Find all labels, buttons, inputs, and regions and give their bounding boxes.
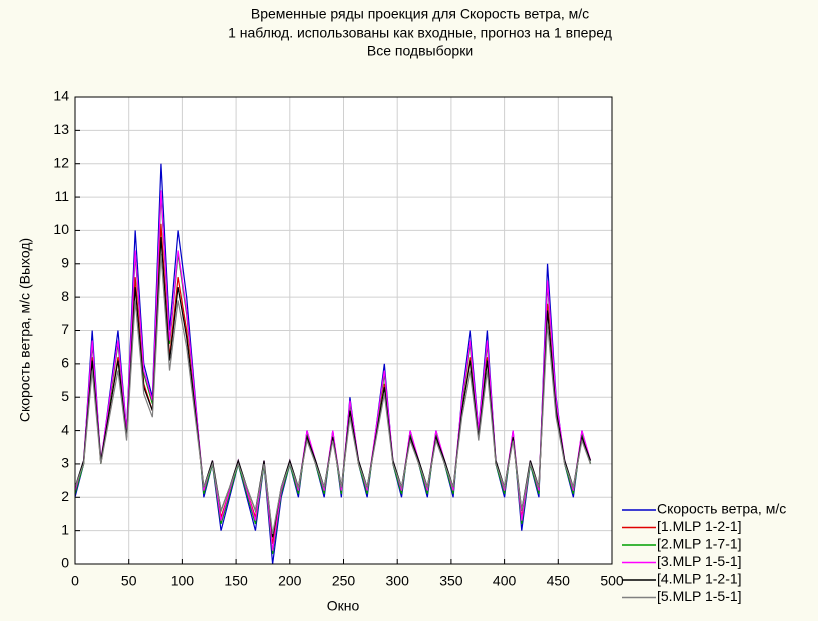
y-tick-label: 2 xyxy=(61,488,69,504)
y-tick-label: 12 xyxy=(53,154,69,170)
y-tick-label: 6 xyxy=(61,355,69,371)
x-tick-label: 50 xyxy=(121,573,137,589)
y-axis-label: Скорость ветра, м/с (Выход) xyxy=(17,238,33,422)
y-tick-label: 3 xyxy=(61,455,69,471)
chart-subtitle: 1 наблюд. использованы как входные, прог… xyxy=(228,25,612,41)
y-tick-label: 4 xyxy=(61,421,69,437)
x-tick-label: 300 xyxy=(386,573,410,589)
x-tick-label: 450 xyxy=(547,573,571,589)
x-tick-label: 500 xyxy=(600,573,624,589)
legend-label: [3.MLP 1-5-1] xyxy=(657,553,742,569)
y-tick-label: 0 xyxy=(61,555,69,571)
y-tick-label: 11 xyxy=(54,188,69,204)
legend-label: [5.MLP 1-5-1] xyxy=(657,588,742,604)
x-axis-label: Окно xyxy=(327,598,360,614)
series-line xyxy=(74,190,592,551)
series-line xyxy=(74,253,592,535)
y-tick-label: 13 xyxy=(53,121,69,137)
y-tick-label: 5 xyxy=(61,388,69,404)
x-tick-label: 400 xyxy=(493,573,517,589)
y-tick-label: 10 xyxy=(53,221,69,237)
legend-label: Скорость ветра, м/с xyxy=(657,501,786,517)
x-tick-label: 350 xyxy=(439,573,463,589)
x-tick-label: 150 xyxy=(224,573,248,589)
legend-label: [4.MLP 1-2-1] xyxy=(657,571,742,587)
y-tick-label: 14 xyxy=(53,88,69,104)
legend-label: [2.MLP 1-7-1] xyxy=(657,536,742,552)
x-tick-label: 0 xyxy=(71,573,79,589)
y-tick-label: 7 xyxy=(61,321,69,337)
x-tick-label: 100 xyxy=(171,573,195,589)
legend-label: [1.MLP 1-2-1] xyxy=(657,518,742,534)
y-tick-label: 9 xyxy=(61,254,69,270)
chart-title: Временные ряды проекция для Скорость вет… xyxy=(251,6,589,22)
y-tick-label: 1 xyxy=(61,521,69,537)
x-tick-label: 200 xyxy=(278,573,302,589)
chart-subtitle: Все подвыборки xyxy=(367,43,473,59)
plot-frame xyxy=(74,96,613,565)
y-tick-label: 8 xyxy=(61,288,69,304)
x-tick-label: 250 xyxy=(332,573,356,589)
